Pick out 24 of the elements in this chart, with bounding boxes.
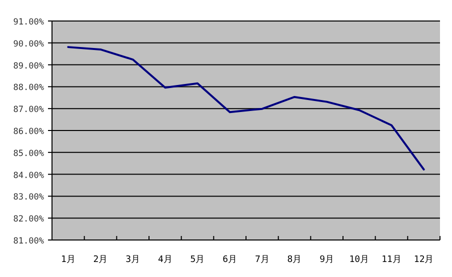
y-tick-label: 83.00% [13, 192, 44, 203]
line-series [67, 46, 425, 170]
x-tick-label: 4月 [158, 255, 172, 265]
x-tick-label: 2月 [93, 255, 108, 265]
y-tick-label: 82.00% [13, 214, 44, 225]
x-tick-label: 3月 [126, 255, 140, 265]
x-tick-label: 5月 [190, 255, 205, 265]
x-tick-label: 6月 [222, 255, 238, 265]
y-tick-label: 85.00% [13, 148, 44, 159]
x-tick-label: 11月 [382, 255, 402, 265]
y-tick-label: 84.00% [13, 170, 44, 181]
y-tick-label: 91.00% [13, 18, 44, 28]
y-tick-label: 90.00% [13, 39, 44, 50]
x-tick-label: 1月 [60, 255, 76, 265]
y-tick-label: 89.00% [13, 61, 44, 72]
x-tick-label: 8月 [287, 255, 302, 265]
x-tick-label: 12月 [414, 255, 434, 265]
y-tick-label: 88.00% [13, 83, 44, 94]
x-tick-label: 7月 [254, 255, 270, 265]
y-tick-label: 87.00% [13, 105, 44, 116]
y-tick-label: 81.00% [13, 236, 44, 246]
x-tick-label: 9月 [320, 255, 334, 265]
x-tick-label: 10月 [349, 255, 370, 265]
y-tick-label: 86.00% [13, 127, 44, 137]
